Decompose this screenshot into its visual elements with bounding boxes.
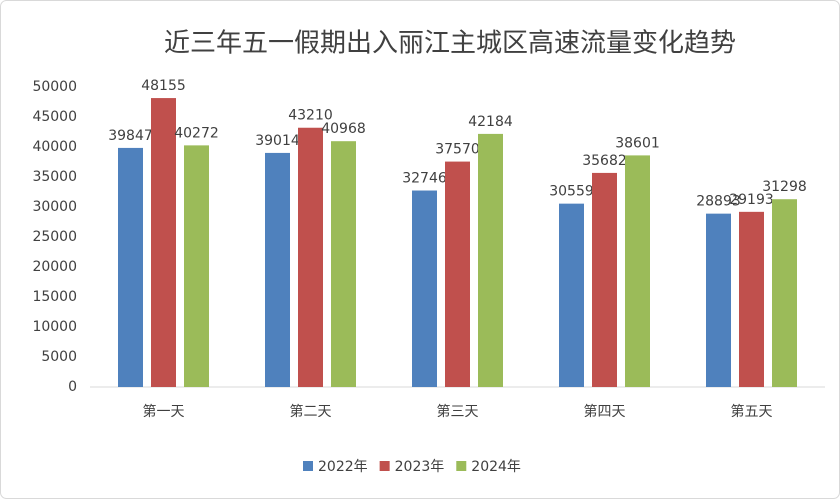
y-tick-label: 35000 [32,169,77,185]
bar [151,98,176,387]
bar [625,155,650,387]
y-tick-label: 0 [68,379,77,395]
data-label: 29193 [729,192,774,208]
data-label: 28893 [696,194,741,210]
x-tick-label: 第四天 [584,403,626,420]
legend-swatch [379,461,390,471]
legend-label: 2022年 [318,459,368,475]
data-label: 40272 [174,125,219,141]
data-label: 43210 [288,108,333,124]
y-tick-label: 5000 [41,349,77,365]
y-tick-label: 10000 [32,319,77,335]
data-label: 38601 [615,135,660,151]
bar [706,213,731,387]
y-tick-label: 15000 [32,289,77,305]
chart-title: 近三年五一假期出入丽江主城区高速流量变化趋势 [164,29,736,59]
bar [412,190,437,387]
bar [559,203,584,387]
bar [184,145,209,387]
data-label: 48155 [141,78,186,94]
y-tick-label: 45000 [32,109,77,125]
bar [772,199,797,387]
x-tick-label: 第二天 [290,403,332,420]
data-label: 39014 [255,133,300,149]
y-tick-label: 40000 [32,139,77,155]
data-label: 40968 [321,121,366,137]
data-label: 42184 [468,114,513,130]
data-label: 39847 [108,128,153,144]
data-label: 32746 [402,171,447,187]
data-label: 37570 [435,142,480,158]
x-tick-label: 第五天 [731,403,773,420]
y-tick-label: 30000 [32,199,77,215]
y-tick-label: 25000 [32,229,77,245]
bar [739,211,764,387]
legend-swatch [303,461,313,471]
bar [478,133,503,387]
bar [265,152,290,387]
bar [592,172,617,387]
legend-label: 2023年 [395,459,445,475]
y-tick-label: 50000 [32,79,77,95]
x-tick-label: 第一天 [143,403,185,420]
x-tick-label: 第三天 [437,403,479,420]
bar [445,161,470,387]
bar [118,147,143,387]
y-tick-label: 20000 [32,259,77,275]
legend-label: 2024年 [471,459,521,475]
data-label: 30559 [549,184,594,200]
data-label: 35682 [582,153,627,169]
bar [298,127,323,388]
legend-swatch [456,461,467,471]
data-label: 31298 [762,179,807,195]
bar [331,141,356,387]
